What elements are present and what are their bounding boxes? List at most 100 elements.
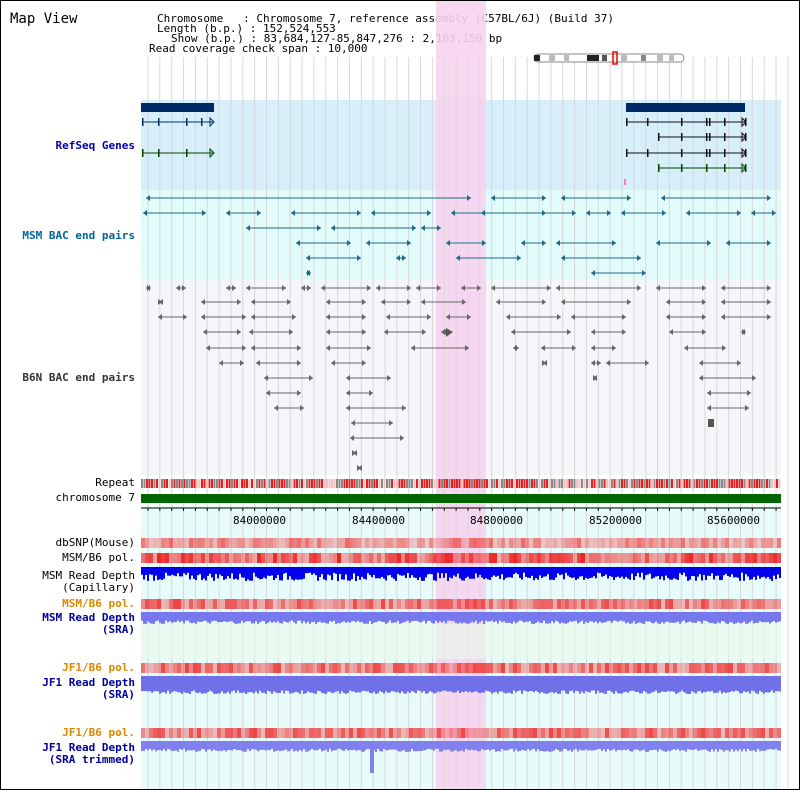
jf1-depth-trim: [459, 741, 461, 752]
jf1-b6-pol-heat: [749, 663, 753, 673]
track-label-b6n-bac[interactable]: B6N BAC end pairs: [22, 371, 135, 384]
msm-b6-pol-heat: [593, 553, 597, 563]
msm-depth-sra: [153, 612, 155, 624]
jf1-depth-sra: [537, 676, 539, 693]
msm-depth-cap: [333, 567, 335, 573]
jf1-depth-trim: [683, 741, 685, 751]
jf1-depth-trim: [511, 741, 513, 749]
jf1-b6-pol-heat: [661, 663, 665, 673]
jf1-depth-sra: [513, 676, 515, 691]
jf1-b6-pol-heat: [209, 728, 213, 738]
jf1-depth-sra: [751, 676, 753, 691]
jf1-b6-pol-heat: [613, 663, 617, 673]
repeat-segment: [353, 479, 356, 488]
dbsnp-heat: [373, 538, 377, 548]
jf1-b6-pol-heat: [353, 663, 357, 673]
repeat-segment: [181, 479, 183, 488]
repeat-segment: [363, 479, 366, 488]
repeat-segment: [608, 479, 611, 488]
jf1-depth-sra: [739, 676, 741, 694]
jf1-b6-pol-heat: [673, 728, 677, 738]
repeat-segment: [256, 479, 258, 488]
msm-bac-pair-end: [257, 210, 261, 216]
msm-depth-cap: [453, 567, 455, 576]
jf1-depth-trim-spike: [370, 741, 374, 773]
msm-b6-pol-heat: [369, 553, 373, 563]
dbsnp-heat: [253, 538, 257, 548]
msm-b6-pol-heat: [585, 599, 589, 609]
track-label-msm-bac[interactable]: MSM BAC end pairs: [22, 229, 135, 242]
msm-bac-pair-end: [686, 210, 690, 216]
msm-b6-pol-heat: [709, 553, 713, 563]
msm-depth-cap: [717, 567, 719, 576]
jf1-depth-trim: [183, 741, 185, 749]
jf1-depth-trim: [685, 741, 687, 752]
msm-bac-pair-end: [542, 195, 546, 201]
jf1-depth-sra: [157, 676, 159, 692]
jf1-depth-sra: [205, 676, 207, 694]
msm-depth-cap: [737, 567, 739, 578]
msm-depth-sra: [373, 612, 375, 623]
jf1-b6-pol-heat: [457, 728, 461, 738]
repeat-segment: [173, 479, 176, 488]
dbsnp-heat: [369, 538, 373, 548]
dbsnp-heat: [705, 538, 709, 548]
msm-depth-cap: [729, 567, 731, 577]
msm-b6-pol-heat: [149, 553, 153, 563]
jf1-b6-pol-heat: [453, 728, 457, 738]
msm-depth-sra: [227, 612, 229, 623]
msm-b6-pol-heat: [713, 553, 717, 563]
msm-b6-pol-heat: [649, 599, 653, 609]
jf1-depth-trim: [717, 741, 719, 752]
msm-depth-sra: [359, 612, 361, 623]
jf1-depth-sra: [285, 676, 287, 691]
msm-b6-pol-heat: [385, 553, 389, 563]
jf1-depth-sra: [195, 676, 197, 693]
jf1-depth-trim: [305, 741, 307, 752]
jf1-b6-pol-heat: [709, 728, 713, 738]
jf1-b6-pol-heat: [557, 728, 561, 738]
dbsnp-heat: [505, 538, 509, 548]
jf1-depth-sra: [269, 676, 271, 692]
msm-b6-pol-heat: [505, 553, 509, 563]
jf1-depth-sra: [403, 676, 405, 694]
b6n-bac-pair-end: [572, 345, 576, 351]
jf1-depth-sra: [711, 676, 713, 691]
jf1-depth-trim: [153, 741, 155, 750]
msm-depth-sra: [327, 612, 329, 624]
msm-depth-sra: [211, 612, 213, 622]
b6n-bac-pair-end: [242, 314, 246, 320]
jf1-depth-sra: [645, 676, 647, 693]
b6n-bac-pair-end: [289, 329, 293, 335]
msm-depth-cap: [579, 567, 581, 577]
msm-depth-cap: [511, 567, 513, 578]
msm-depth-sra: [233, 612, 235, 624]
dbsnp-heat: [177, 538, 181, 548]
b6n-bac-pair-end: [591, 345, 595, 351]
msm-depth-sra: [747, 612, 749, 624]
msm-depth-sra: [591, 612, 593, 622]
refseq-exon: [681, 133, 683, 141]
jf1-depth-trim: [327, 741, 329, 752]
msm-depth-cap: [431, 567, 433, 575]
jf1-depth-trim: [703, 741, 705, 750]
jf1-depth-sra: [597, 676, 599, 691]
msm-b6-pol-heat: [485, 599, 489, 609]
jf1-depth-trim: [407, 741, 409, 752]
repeat-segment: [586, 479, 588, 488]
msm-depth-cap: [619, 567, 621, 578]
b6n-bac-block: [708, 419, 714, 427]
msm-depth-sra: [521, 612, 523, 622]
msm-depth-cap: [599, 567, 601, 574]
b6n-bac-pair-end: [591, 360, 595, 366]
msm-depth-sra: [499, 612, 501, 621]
msm-b6-pol-heat: [217, 553, 221, 563]
jf1-b6-pol-heat: [189, 663, 193, 673]
track-label-refseq[interactable]: RefSeq Genes: [55, 139, 135, 152]
jf1-depth-sra: [351, 676, 353, 692]
jf1-depth-sra: [493, 676, 495, 693]
jf1-depth-sra: [653, 676, 655, 692]
jf1-b6-pol-heat: [221, 663, 225, 673]
jf1-b6-pol-heat: [713, 728, 717, 738]
